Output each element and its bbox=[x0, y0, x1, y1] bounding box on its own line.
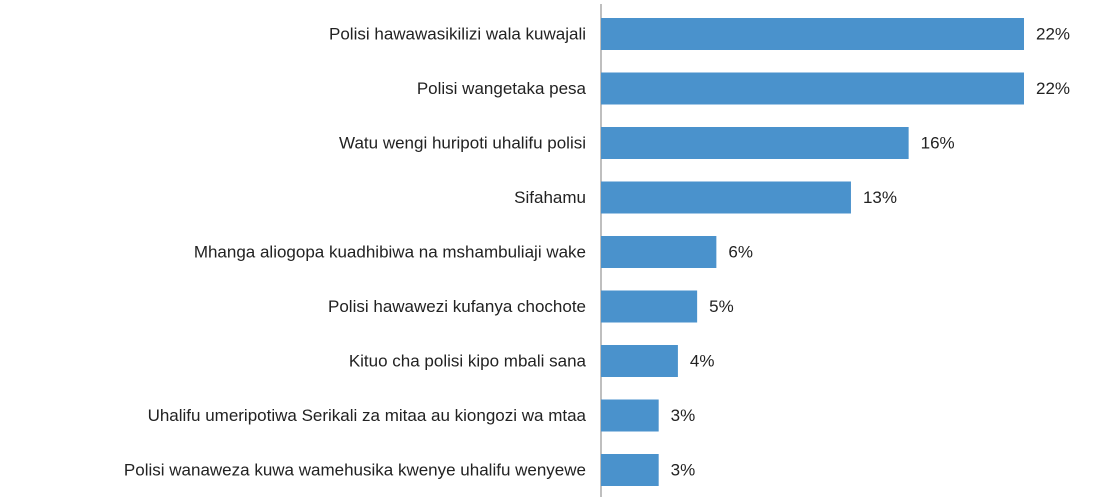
bar bbox=[601, 127, 909, 159]
value-label: 6% bbox=[728, 242, 753, 261]
value-label: 5% bbox=[709, 297, 734, 316]
bar bbox=[601, 345, 678, 377]
value-label: 22% bbox=[1036, 24, 1070, 43]
value-label: 3% bbox=[671, 406, 696, 425]
category-label: Kituo cha polisi kipo mbali sana bbox=[349, 351, 587, 370]
bar bbox=[601, 236, 717, 268]
bar bbox=[601, 181, 851, 214]
value-label: 16% bbox=[921, 133, 955, 152]
bar bbox=[601, 399, 659, 432]
value-label: 3% bbox=[671, 460, 696, 479]
value-label: 22% bbox=[1036, 79, 1070, 98]
category-label: Uhalifu umeripotiwa Serikali za mitaa au… bbox=[148, 406, 587, 425]
category-label: Polisi wanaweza kuwa wamehusika kwenye u… bbox=[124, 460, 586, 479]
value-label: 13% bbox=[863, 188, 897, 207]
value-label: 4% bbox=[690, 351, 715, 370]
bar bbox=[601, 18, 1024, 50]
category-label: Polisi wangetaka pesa bbox=[417, 79, 587, 98]
category-label: Watu wengi huripoti uhalifu polisi bbox=[339, 133, 586, 152]
bar bbox=[601, 72, 1024, 105]
category-label: Polisi hawawezi kufanya chochote bbox=[328, 297, 586, 316]
bar bbox=[601, 290, 698, 323]
bar bbox=[601, 454, 659, 486]
category-label: Polisi hawawasikilizi wala kuwajali bbox=[329, 24, 586, 43]
category-label: Mhanga aliogopa kuadhibiwa na mshambulia… bbox=[194, 242, 586, 261]
category-label: Sifahamu bbox=[514, 188, 586, 207]
